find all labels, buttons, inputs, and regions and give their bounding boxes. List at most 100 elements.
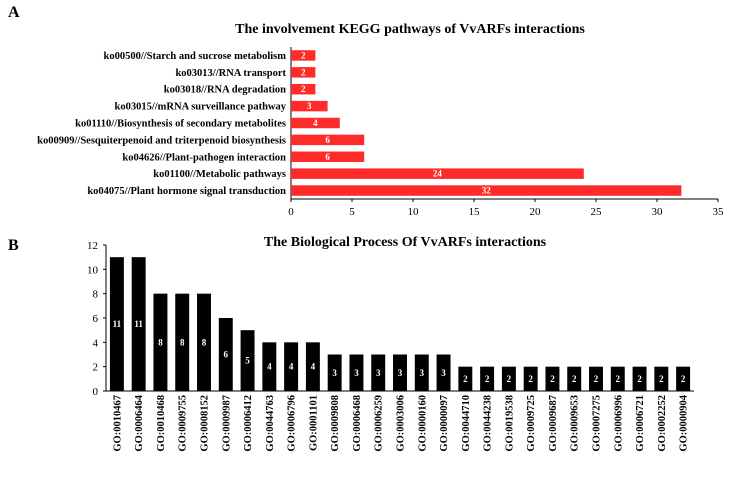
kegg-x-tick-label: 15	[469, 206, 481, 218]
kegg-bar-value-label: 2	[301, 67, 306, 77]
kegg-category-label: ko01100//Metabolic pathways	[153, 169, 286, 180]
kegg-x-tick-label: 20	[530, 206, 542, 218]
bp-category-label: GO:0000904	[679, 394, 690, 451]
kegg-x-tick-label: 5	[349, 206, 355, 218]
bp-bar	[327, 354, 342, 391]
bp-bar-value-label: 4	[289, 362, 294, 372]
kegg-bar	[291, 151, 365, 163]
bp-bar	[589, 366, 603, 391]
bp-category-label: GO:0000160	[417, 395, 428, 452]
bp-category-label: GO:0009653	[570, 395, 581, 452]
kegg-bar	[291, 168, 584, 179]
bp-bar-value-label: 2	[572, 374, 577, 384]
bp-bar-value-label: 2	[463, 374, 468, 384]
bp-bar	[371, 354, 386, 391]
bp-bar-value-label: 11	[134, 319, 143, 329]
bp-category-label: GO:0001101	[308, 395, 319, 451]
bp-category-label: GO:0044710	[461, 395, 472, 452]
bp-bar	[240, 330, 255, 391]
bp-bar	[393, 354, 407, 391]
bp-category-label: GO:0006464	[134, 394, 145, 451]
bp-bar	[349, 354, 364, 391]
bp-category-label: GO:0044763	[265, 395, 276, 452]
bp-y-tick-label: 6	[93, 313, 99, 325]
bp-bar	[610, 366, 625, 391]
bp-category-label: GO:0009808	[330, 395, 341, 452]
bp-bar-value-label: 8	[180, 337, 185, 347]
bp-bar-value-label: 4	[311, 362, 316, 372]
bp-category-label: GO:0006996	[613, 395, 624, 452]
kegg-category-label: ko03013//RNA transport	[175, 68, 286, 79]
bp-bar	[676, 366, 691, 391]
bp-bar	[523, 366, 538, 391]
bp-y-tick-label: 8	[93, 289, 99, 301]
bp-bar	[153, 293, 168, 391]
kegg-bar	[291, 67, 316, 78]
bp-category-label: GO:0019538	[504, 395, 515, 452]
bp-bar-value-label: 5	[245, 356, 250, 366]
bp-bar	[436, 354, 451, 391]
kegg-bar	[291, 83, 316, 95]
kegg-category-label: ko03015//mRNA surveillance pathway	[114, 102, 286, 113]
bp-bar-value-label: 2	[485, 374, 490, 384]
bp-category-label: GO:0006468	[352, 395, 363, 452]
bp-bar	[567, 366, 582, 391]
biological-process-chart: 0 2 4 6 8 10 12 11 GO:0010467 11 GO:0006464 8 GO:001…	[87, 240, 694, 452]
bp-y-tick-label: 12	[87, 240, 98, 252]
bp-bar-value-label: 2	[616, 374, 621, 384]
kegg-category-label: ko00500//Starch and sucrose metabolism	[104, 51, 287, 62]
bp-bar	[480, 366, 495, 391]
bp-y-tick-label: 2	[93, 362, 99, 374]
bp-bar	[175, 293, 190, 391]
bp-bar	[458, 366, 473, 391]
bp-bar-value-label: 4	[267, 362, 272, 372]
bp-y-tick-label: 0	[93, 386, 99, 398]
bp-bar-value-label: 3	[441, 368, 446, 378]
bp-category-label: GO:0044238	[483, 395, 494, 452]
bp-category-label: GO:0010467	[112, 395, 123, 452]
bp-bar	[218, 318, 233, 391]
kegg-category-label: ko00909//Sesquiterpenoid and triterpenoi…	[37, 135, 286, 146]
kegg-category-label: ko04626//Plant-pathogen interaction	[122, 152, 286, 163]
kegg-bar	[291, 134, 365, 146]
bp-bar-value-label: 6	[224, 350, 229, 360]
bp-bar-value-label: 2	[528, 374, 533, 384]
bp-bar-value-label: 8	[202, 337, 207, 347]
bp-bar-value-label: 3	[332, 368, 337, 378]
kegg-bar-value-label: 32	[482, 186, 492, 196]
kegg-bar	[291, 185, 682, 196]
bp-bar-value-label: 3	[354, 368, 359, 378]
bp-bar-value-label: 2	[637, 374, 642, 384]
bp-bar	[197, 293, 211, 391]
kegg-pathway-chart: 0 5 10 15 20 25 30 35 ko00500//Starch and sucros…	[37, 47, 724, 218]
bp-category-label: GO:0006412	[243, 395, 254, 452]
kegg-x-tick-label: 0	[288, 206, 294, 218]
bp-bar	[284, 342, 299, 391]
bp-category-label: GO:0009987	[221, 395, 232, 452]
bp-category-label: GO:0008152	[200, 395, 211, 452]
bp-bar	[131, 257, 146, 391]
bp-category-label: GO:0003006	[396, 395, 407, 452]
bp-category-label: GO:0006796	[287, 395, 298, 452]
panel-b-letter: B	[8, 237, 19, 254]
bp-category-label: GO:0007275	[592, 395, 603, 452]
biological-process-chart-title: The Biological Process Of VvARFs interac…	[264, 235, 547, 250]
kegg-bar-value-label: 4	[313, 118, 318, 128]
bp-category-label: GO:0009725	[526, 395, 537, 452]
bp-bar	[414, 354, 429, 391]
bp-bar	[545, 366, 560, 391]
kegg-bar-value-label: 24	[433, 169, 443, 179]
kegg-bar-value-label: 2	[301, 84, 306, 94]
bp-category-label: GO:0009755	[178, 395, 189, 452]
bp-bar	[501, 366, 516, 391]
bp-bar	[632, 366, 647, 391]
kegg-bar-value-label: 6	[325, 152, 330, 162]
kegg-bar-value-label: 3	[307, 101, 312, 111]
kegg-chart-title: The involvement KEGG pathways of VvARFs …	[235, 22, 585, 37]
kegg-category-label: ko04075//Plant hormone signal transducti…	[87, 186, 286, 197]
bp-y-tick-label: 4	[93, 337, 99, 349]
kegg-category-label: ko01110//Biosynthesis of secondary metab…	[75, 119, 286, 130]
bp-category-label: GO:0009687	[548, 395, 559, 452]
kegg-bar-value-label: 6	[325, 135, 330, 145]
